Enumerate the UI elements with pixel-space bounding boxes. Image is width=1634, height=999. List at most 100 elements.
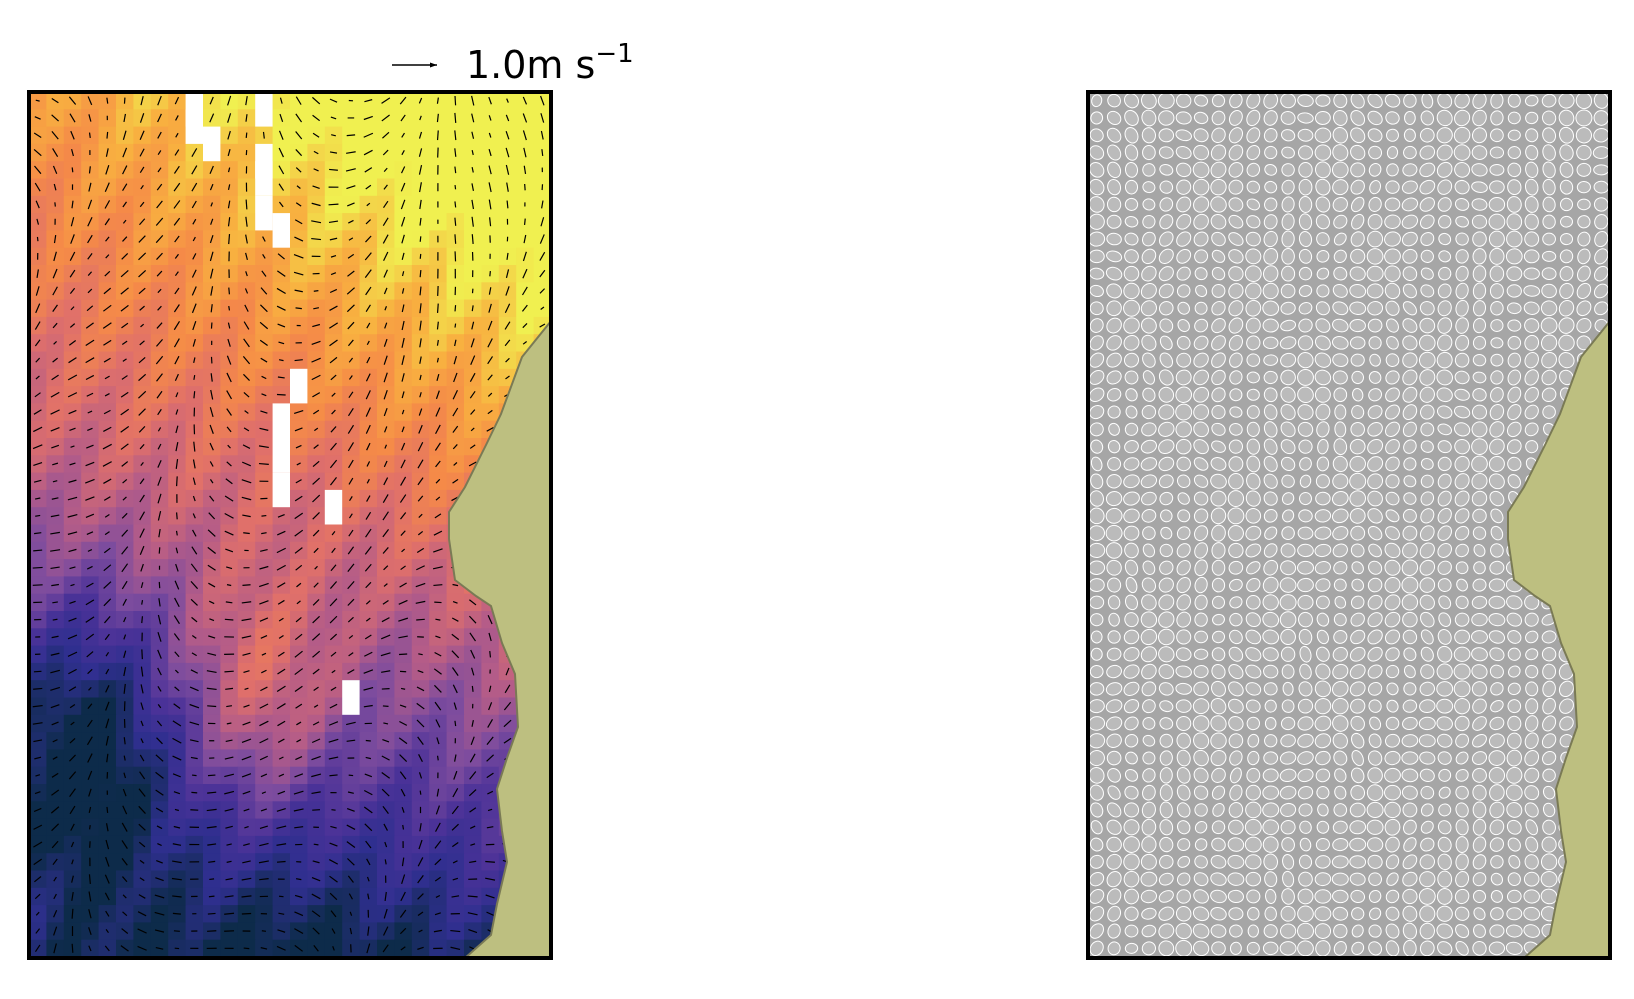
velocity-arrow bbox=[155, 235, 164, 244]
velocity-arrow bbox=[436, 339, 439, 346]
velocity-arrow bbox=[313, 704, 319, 708]
velocity-arrow bbox=[417, 946, 424, 950]
tidal-ellipse bbox=[1367, 525, 1383, 541]
velocity-arrow bbox=[67, 513, 78, 518]
velocity-arrow bbox=[69, 704, 76, 709]
velocity-arrow bbox=[486, 736, 494, 746]
velocity-arrow bbox=[348, 375, 353, 380]
tidal-ellipse bbox=[1332, 370, 1348, 385]
velocity-arrow bbox=[51, 840, 59, 849]
velocity-arrow bbox=[35, 357, 41, 363]
velocity-arrow bbox=[468, 615, 477, 624]
velocity-arrow bbox=[366, 495, 371, 502]
tidal-ellipse bbox=[1245, 299, 1262, 317]
velocity-arrow bbox=[380, 634, 391, 640]
velocity-arrow bbox=[88, 166, 91, 174]
velocity-arrow bbox=[383, 287, 388, 295]
tidal-ellipse bbox=[1576, 181, 1591, 194]
tidal-ellipse bbox=[1158, 456, 1175, 472]
velocity-arrow bbox=[454, 234, 457, 244]
velocity-arrow bbox=[227, 95, 232, 106]
tidal-ellipse bbox=[1333, 232, 1347, 246]
velocity-arrow bbox=[87, 703, 93, 709]
velocity-arrow bbox=[154, 911, 165, 916]
tidal-ellipse bbox=[1211, 577, 1226, 593]
velocity-arrow bbox=[382, 547, 389, 554]
velocity-arrow bbox=[258, 860, 269, 864]
velocity-arrow bbox=[312, 494, 321, 503]
velocity-arrow bbox=[140, 666, 144, 677]
velocity-arrow bbox=[120, 270, 129, 278]
velocity-arrow bbox=[260, 357, 268, 363]
velocity-arrow bbox=[363, 789, 373, 796]
tidal-ellipse bbox=[1472, 388, 1487, 402]
velocity-arrow bbox=[140, 184, 144, 190]
tidal-ellipse bbox=[1210, 490, 1227, 507]
velocity-arrow bbox=[488, 303, 492, 313]
velocity-arrow bbox=[227, 444, 231, 449]
tidal-ellipse bbox=[1193, 213, 1209, 230]
velocity-arrow bbox=[52, 268, 58, 279]
velocity-arrow bbox=[139, 443, 145, 450]
velocity-arrow bbox=[487, 409, 493, 415]
velocity-arrow bbox=[331, 809, 336, 811]
tidal-ellipse bbox=[1299, 492, 1312, 506]
velocity-arrow bbox=[401, 355, 405, 366]
velocity-arrow bbox=[209, 251, 214, 262]
tidal-ellipse bbox=[1542, 178, 1556, 196]
tidal-ellipse bbox=[1193, 457, 1209, 471]
tidal-ellipse bbox=[1367, 318, 1383, 333]
tidal-ellipse bbox=[1418, 334, 1436, 352]
velocity-arrow bbox=[259, 565, 269, 570]
tidal-ellipse bbox=[1158, 110, 1175, 126]
tidal-ellipse bbox=[1332, 526, 1349, 541]
tidal-ellipse bbox=[1229, 352, 1243, 368]
tidal-ellipse bbox=[1211, 387, 1226, 403]
velocity-arrow bbox=[174, 271, 179, 277]
tidal-ellipse bbox=[1280, 646, 1296, 662]
velocity-arrow bbox=[312, 323, 321, 328]
velocity-arrow bbox=[347, 424, 355, 434]
quiver-key-label: 1.0m s−1 bbox=[466, 39, 634, 87]
tidal-ellipse bbox=[1437, 870, 1453, 888]
tidal-ellipse bbox=[1090, 647, 1103, 661]
velocity-arrow bbox=[470, 427, 475, 432]
tidal-ellipse bbox=[1175, 129, 1192, 142]
tidal-ellipse bbox=[1506, 196, 1522, 213]
velocity-arrow bbox=[35, 514, 41, 517]
tidal-ellipse bbox=[1385, 491, 1400, 506]
tidal-ellipse bbox=[1210, 161, 1227, 179]
velocity-arrow bbox=[381, 771, 391, 779]
velocity-arrow bbox=[454, 148, 457, 157]
velocity-arrow bbox=[34, 392, 41, 398]
tidal-ellipse bbox=[1506, 439, 1522, 455]
tidal-ellipse bbox=[1315, 301, 1330, 316]
velocity-arrow bbox=[433, 929, 442, 933]
tidal-ellipse bbox=[1193, 369, 1209, 386]
velocity-arrow bbox=[139, 166, 145, 174]
velocity-arrow bbox=[67, 651, 78, 657]
tidal-ellipse bbox=[1246, 405, 1260, 419]
tidal-ellipse bbox=[1106, 214, 1122, 229]
tidal-ellipse bbox=[1402, 283, 1417, 299]
velocity-arrow bbox=[329, 339, 338, 347]
velocity-arrow bbox=[435, 635, 441, 639]
velocity-arrow bbox=[156, 183, 163, 191]
velocity-arrow bbox=[329, 237, 338, 241]
tidal-ellipse bbox=[1245, 248, 1262, 265]
tidal-ellipse bbox=[1090, 630, 1103, 644]
tidal-ellipse bbox=[1542, 161, 1556, 179]
tidal-ellipse bbox=[1314, 144, 1332, 161]
velocity-arrow bbox=[34, 165, 42, 175]
velocity-arrow bbox=[294, 529, 304, 537]
velocity-arrow bbox=[365, 511, 372, 520]
tidal-ellipse bbox=[1193, 474, 1209, 488]
velocity-arrow bbox=[175, 442, 179, 452]
velocity-arrow bbox=[259, 720, 269, 727]
velocity-arrow bbox=[191, 616, 198, 623]
velocity-arrow bbox=[401, 132, 405, 138]
tidal-ellipse bbox=[1314, 889, 1332, 904]
velocity-arrow bbox=[104, 393, 110, 397]
tidal-ellipse bbox=[1141, 248, 1157, 265]
velocity-arrow bbox=[245, 199, 248, 210]
